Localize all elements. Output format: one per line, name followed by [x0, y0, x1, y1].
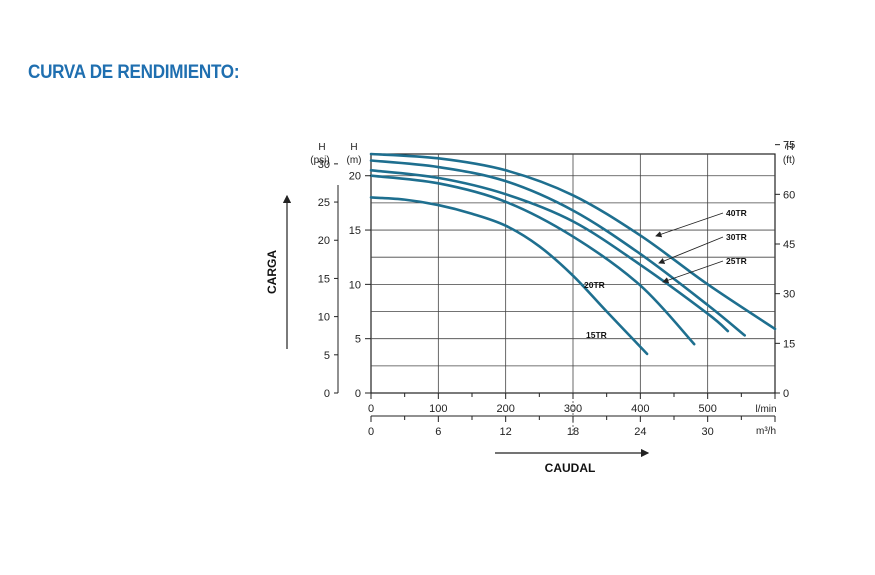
- y-m-tick-label: 10: [349, 279, 361, 291]
- x-lmin-tick-label: 0: [368, 403, 374, 415]
- curve-15TR: [369, 196, 649, 356]
- y-ft-tick-label: 0: [783, 388, 789, 400]
- x-lmin-tick-label: 400: [631, 403, 649, 415]
- x-m3h-tick-label: 0: [368, 426, 374, 438]
- y-m-header: H: [350, 142, 357, 153]
- y-psi-tick-label: 30: [318, 159, 330, 171]
- y-ft-tick-label: 30: [783, 289, 795, 301]
- y-ft-header: H: [786, 142, 793, 153]
- y-ft-tick-label: 45: [783, 239, 795, 251]
- y-ft-tick-label: 15: [783, 338, 795, 350]
- y-m-tick-label: 5: [355, 334, 361, 346]
- y-axis-title: CARGA: [265, 250, 279, 294]
- curve-20TR: [369, 174, 696, 346]
- y-psi-tick-label: 5: [324, 350, 330, 362]
- y-psi-tick-label: 10: [318, 312, 330, 324]
- x-m3h-tick-label: 18: [567, 426, 579, 438]
- x-m3h-unit: m³/h: [756, 426, 776, 437]
- x-lmin-unit: l/min: [755, 404, 776, 415]
- x-lmin-tick-label: 500: [698, 403, 716, 415]
- curve-30TR: [369, 159, 746, 337]
- series-label-30TR: 30TR: [726, 232, 747, 242]
- x-lmin-tick-label: 300: [564, 403, 582, 415]
- series-label-15TR: 15TR: [586, 330, 607, 340]
- x-m3h-tick-label: 30: [702, 426, 714, 438]
- y-m-tick-label: 0: [355, 388, 361, 400]
- series-pointer-30TR: [658, 236, 724, 264]
- y-ft-unit: (ft): [783, 155, 795, 166]
- x-lmin-tick-label: 200: [496, 403, 514, 415]
- y-psi-unit: (psi): [310, 155, 329, 166]
- y-psi-tick-label: 20: [318, 235, 330, 247]
- series-label-20TR: 20TR: [584, 280, 605, 290]
- x-m3h-tick-label: 6: [435, 426, 441, 438]
- y-psi-tick-label: 15: [318, 273, 330, 285]
- x-m3h-tick-label: 12: [500, 426, 512, 438]
- y-ft-tick-label: 60: [783, 189, 795, 201]
- y-psi-tick-label: 25: [318, 197, 330, 209]
- curve-40TR: [369, 152, 777, 331]
- series-label-40TR: 40TR: [726, 208, 747, 218]
- y-m-tick-label: 15: [349, 225, 361, 237]
- x-lmin-tick-label: 100: [429, 403, 447, 415]
- series-pointer-25TR: [662, 260, 724, 284]
- y-ft-tick-label: 75: [783, 140, 795, 152]
- x-axis-title: CAUDAL: [545, 461, 596, 475]
- x-m3h-tick-label: 24: [634, 426, 646, 438]
- y-psi-tick-label: 0: [324, 388, 330, 400]
- y-psi-header: H: [318, 142, 325, 153]
- y-m-unit: (m): [347, 155, 362, 166]
- series-pointer-40TR: [655, 212, 724, 238]
- page-title: CURVA DE RENDIMIENTO:: [28, 62, 240, 83]
- series-label-25TR: 25TR: [726, 256, 747, 266]
- curve-25TR: [369, 168, 730, 333]
- y-m-tick-label: 20: [349, 171, 361, 183]
